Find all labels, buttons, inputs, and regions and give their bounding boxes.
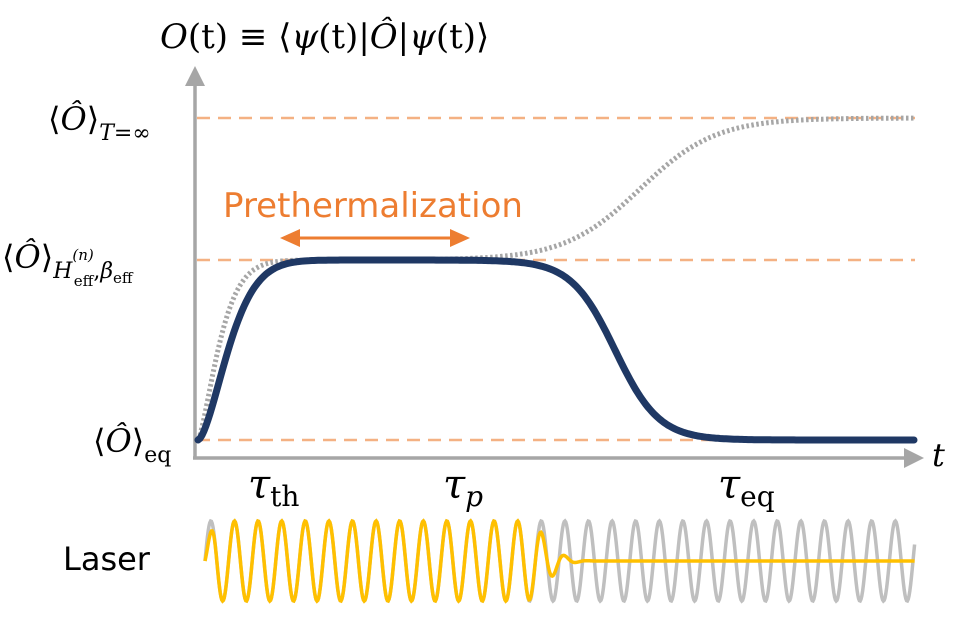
title-psi-1-arg: (t) [318,17,358,57]
inf-sub-rest: =∞ [114,121,151,146]
tau-th-symbol: τ [248,462,271,508]
label-infinite-temperature: ⟨Ô⟩T=∞ [48,100,151,146]
title-O-hat: Ô [370,16,398,57]
eff-sub-H: H [52,259,73,284]
x-axis-label: t [932,436,945,474]
title-bar-2: | [398,17,409,57]
tau-eq-sub: eq [740,480,775,513]
heating-curve [195,115,914,441]
eff-sub-comma: , [93,259,100,284]
laser-drive-wave [203,518,915,604]
reference-levels [197,116,915,442]
x-axis-arrowhead [904,448,924,468]
eff-sub-eff: eff [74,272,95,290]
prethermalization-annotation: Prethermalization [223,186,523,247]
eff-open: ⟨ [2,238,14,276]
tau-th-sub: th [270,480,299,513]
title-equiv: ≡ ⟨ [228,17,291,57]
inf-open: ⟨ [48,100,60,138]
title-psi-2-arg: (t) [436,17,476,57]
eff-sub-beta: β [99,259,113,284]
title-psi-1: ψ [291,17,318,57]
eff-op: Ô [14,238,40,276]
title-psi-2: ψ [409,17,436,57]
inf-close: ⟩ [87,100,99,138]
prethermalization-arrow-left-head [280,229,300,247]
title-t-arg: (t) [188,17,228,57]
axes [185,66,924,468]
eq-close: ⟩ [132,422,144,460]
observable-title: O(t) ≡ ⟨ψ(t)|Ô|ψ(t)⟩ [160,16,489,57]
eff-sup-n: (n) [72,246,94,264]
eff-close: ⟩ [41,238,53,276]
timescale-tau-eq: τeq [718,462,775,513]
prethermal-curve [194,256,918,444]
inf-op: Ô [60,100,86,138]
eq-op: Ô [105,422,131,460]
eff-sub-beta-eff: eff [113,269,134,287]
tau-p-sub: p [465,480,483,513]
title-close: ⟩ [476,17,489,57]
y-axis-arrowhead [185,66,205,86]
title-bar-1: | [358,17,369,57]
label-equilibrium-level: ⟨Ô⟩eq [93,422,171,468]
laser-label: Laser [63,540,151,578]
prethermalization-label: Prethermalization [223,186,523,226]
title-O: O [160,17,188,57]
prethermalization-arrow-right-head [450,229,470,247]
inf-sub-T: T [99,121,116,146]
label-effective-level: ⟨Ô⟩H(n) eff,βeff [2,238,134,290]
timescale-tau-th: τth [248,462,299,513]
timescale-tau-p: τp [443,462,483,513]
tau-p-symbol: τ [443,462,466,508]
tau-eq-symbol: τ [718,462,741,508]
eq-sub: eq [144,443,171,468]
eq-open: ⟨ [93,422,105,460]
